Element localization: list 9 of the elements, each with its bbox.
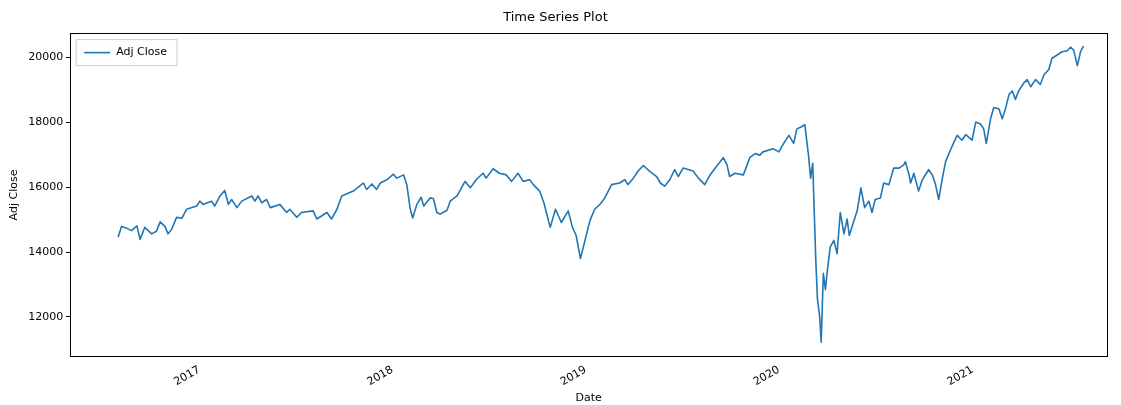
legend-label: Adj Close (116, 45, 168, 59)
y-tick-label: 14000 (28, 244, 64, 258)
y-tick-label: 12000 (28, 309, 64, 323)
y-tick-label: 18000 (28, 115, 64, 129)
y-tick-label: 16000 (28, 180, 64, 194)
chart-title: Time Series Plot (502, 9, 608, 25)
x-axis-title: Date (575, 391, 602, 405)
y-tick-label: 20000 (28, 50, 64, 64)
y-axis-title: Adj Close (7, 169, 21, 221)
